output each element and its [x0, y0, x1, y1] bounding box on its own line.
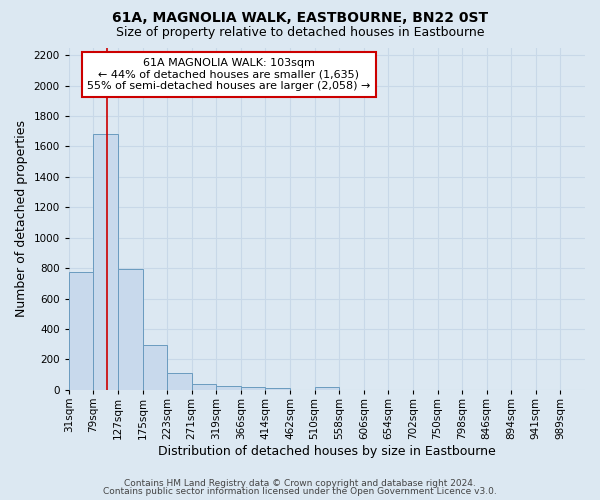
Bar	[69, 272, 94, 390]
Bar	[217, 386, 241, 390]
Text: Contains public sector information licensed under the Open Government Licence v3: Contains public sector information licen…	[103, 487, 497, 496]
Bar	[241, 387, 265, 390]
Text: 61A MAGNOLIA WALK: 103sqm
← 44% of detached houses are smaller (1,635)
55% of se: 61A MAGNOLIA WALK: 103sqm ← 44% of detac…	[87, 58, 371, 91]
X-axis label: Distribution of detached houses by size in Eastbourne: Distribution of detached houses by size …	[158, 444, 496, 458]
Text: Size of property relative to detached houses in Eastbourne: Size of property relative to detached ho…	[116, 26, 484, 39]
Bar	[94, 134, 118, 390]
Text: Contains HM Land Registry data © Crown copyright and database right 2024.: Contains HM Land Registry data © Crown c…	[124, 478, 476, 488]
Text: 61A, MAGNOLIA WALK, EASTBOURNE, BN22 0ST: 61A, MAGNOLIA WALK, EASTBOURNE, BN22 0ST	[112, 11, 488, 25]
Bar	[192, 384, 217, 390]
Bar	[118, 269, 143, 390]
Y-axis label: Number of detached properties: Number of detached properties	[15, 120, 28, 317]
Bar	[167, 373, 192, 390]
Bar	[143, 345, 167, 390]
Bar	[265, 388, 290, 390]
Bar	[314, 387, 339, 390]
